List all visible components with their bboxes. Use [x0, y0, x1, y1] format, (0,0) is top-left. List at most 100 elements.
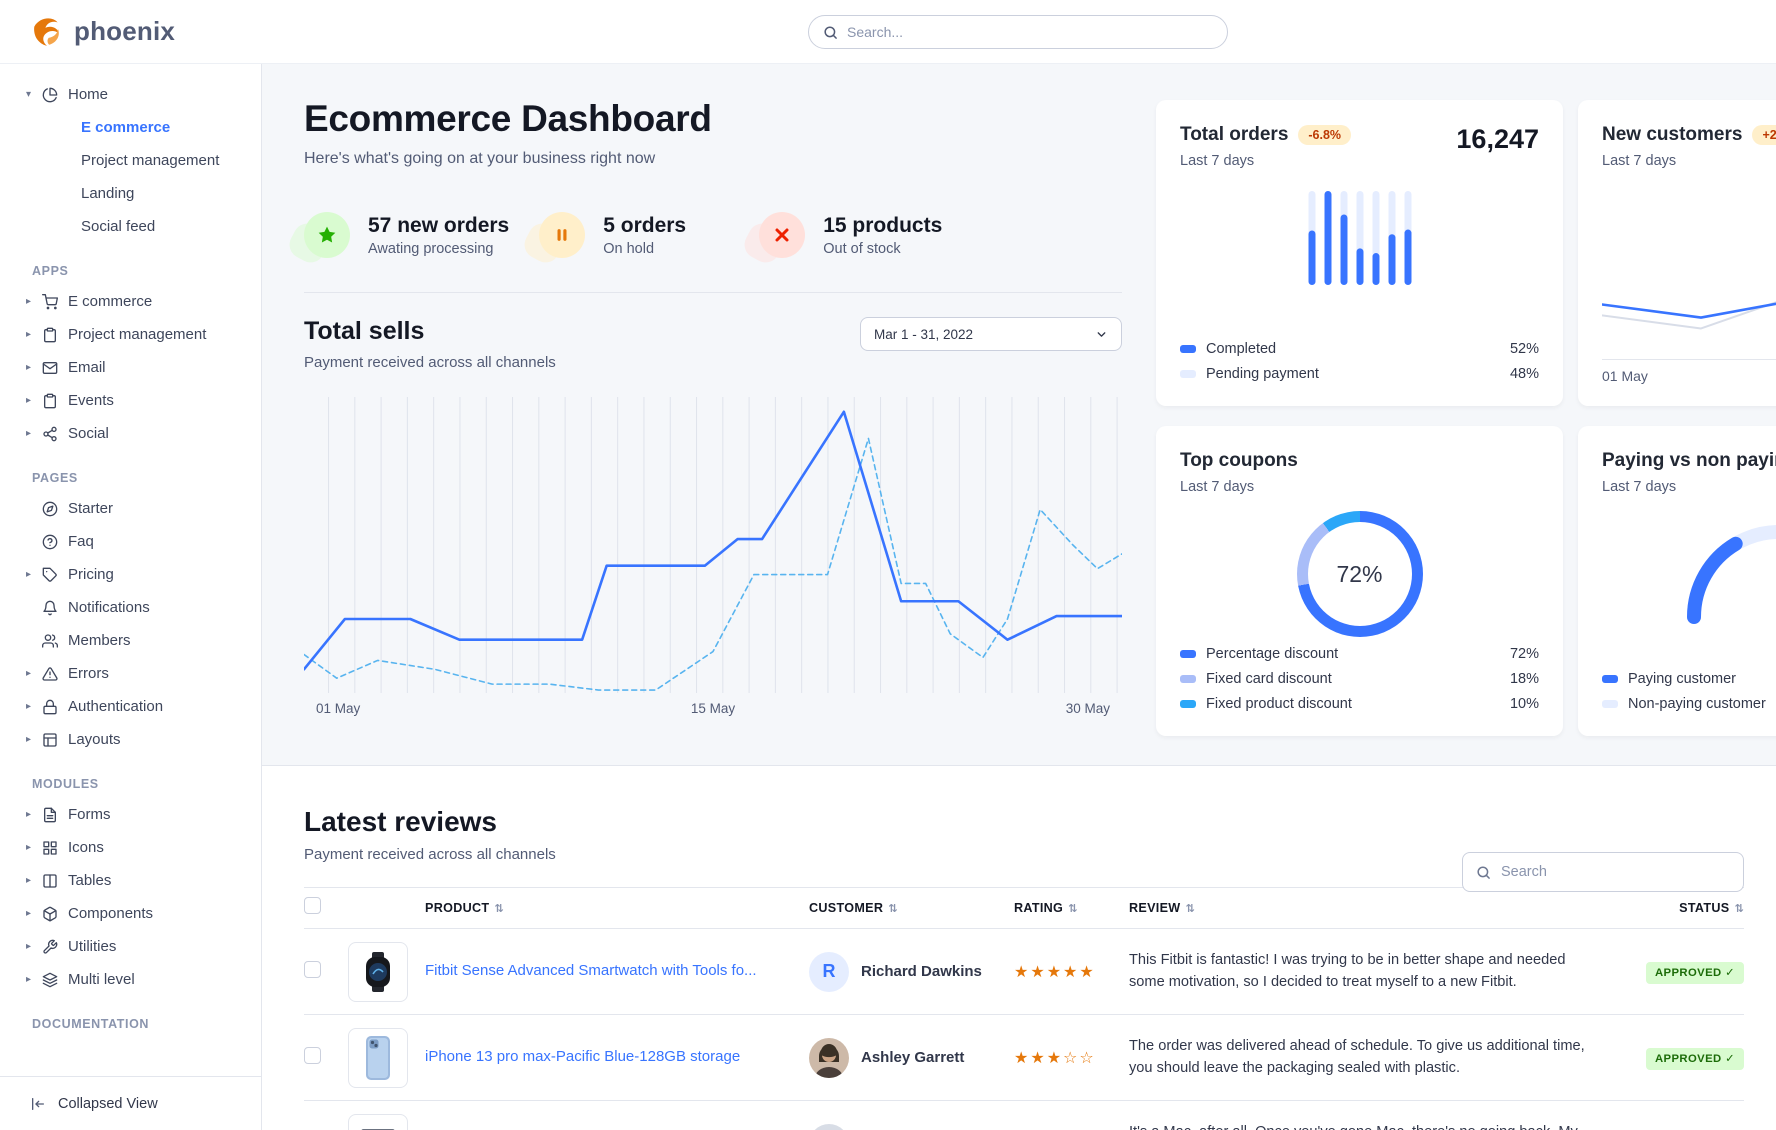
sidebar-section-heading-apps: APPS — [32, 264, 69, 278]
sidebar-item-errors[interactable]: ▸ Errors — [0, 657, 261, 690]
sidebar-item-notifications[interactable]: Notifications — [0, 591, 261, 624]
sidebar-item-label: Starter — [68, 500, 114, 517]
customer-name: Richard Dawkins — [861, 963, 982, 980]
legend-value: 72% — [1509, 645, 1539, 662]
legend-swatch — [1180, 369, 1196, 378]
sort-icon: ⇅ — [494, 902, 504, 915]
sidebar-item-social-feed[interactable]: Social feed — [0, 210, 261, 243]
column-header-customer[interactable]: CUSTOMER ⇅ — [809, 901, 1014, 915]
row-checkbox[interactable] — [304, 960, 321, 978]
caret-right-icon: ▸ — [26, 329, 32, 340]
sidebar-item-icons[interactable]: ▸ Icons — [0, 831, 261, 864]
topbar: phoenix — [0, 0, 1776, 64]
rating-stars: ★★★☆☆ — [1014, 1050, 1096, 1067]
column-header-rating[interactable]: RATING ⇅ — [1014, 901, 1129, 915]
sidebar-item-label: Pricing — [68, 566, 114, 583]
sidebar-item-layouts[interactable]: ▸ Layouts — [0, 723, 261, 756]
product-thumbnail-watch[interactable] — [348, 941, 408, 1002]
search-icon — [1477, 865, 1490, 879]
paying-card: Paying vs non paying Last 7 days Paying … — [1578, 426, 1776, 736]
sidebar-item-e-commerce[interactable]: E commerce — [0, 111, 261, 144]
legend-value: 10% — [1509, 695, 1539, 712]
stat-awating-processing: 57 new orders Awating processing — [304, 212, 509, 258]
row-checkbox[interactable] — [304, 1046, 321, 1064]
product-link[interactable]: iPhone 13 pro max-Pacific Blue-128GB sto… — [425, 1048, 741, 1066]
sort-icon: ⇅ — [888, 902, 898, 915]
new-customers-title: New customers — [1602, 124, 1743, 145]
column-header-label: STATUS — [1679, 901, 1730, 915]
star-full-icon: ★ — [1030, 963, 1047, 981]
sidebar-item-project-management[interactable]: ▸ Project management — [0, 318, 261, 351]
avatar: R — [809, 951, 849, 992]
sidebar-item-faq[interactable]: Faq — [0, 525, 261, 558]
select-all-checkbox[interactable] — [304, 897, 321, 914]
stat-sub: On hold — [603, 240, 655, 257]
sidebar-item-label: Faq — [68, 533, 94, 550]
sidebar-item-e-commerce[interactable]: ▸ E commerce — [0, 285, 261, 318]
sidebar-item-authentication[interactable]: ▸ Authentication — [0, 690, 261, 723]
sidebar-item-utilities[interactable]: ▸ Utilities — [0, 930, 261, 963]
review-text: This Fitbit is fantastic! I was trying t… — [1129, 952, 1566, 990]
legend-value: 52% — [1509, 340, 1539, 357]
latest-reviews-section: Latest reviews Payment received across a… — [262, 765, 1776, 1130]
sidebar-item-email[interactable]: ▸ Email — [0, 351, 261, 384]
avatar — [809, 1037, 849, 1078]
caret-right-icon: ▸ — [26, 875, 32, 886]
sidebar-item-starter[interactable]: Starter — [0, 492, 261, 525]
caret-right-icon: ▸ — [26, 701, 32, 712]
sidebar-item-social[interactable]: ▸ Social — [0, 417, 261, 450]
product-link[interactable]: Fitbit Sense Advanced Smartwatch with To… — [425, 962, 757, 980]
new-customers-badge: +26.5% — [1752, 125, 1776, 145]
caret-down-icon: ▾ — [26, 89, 32, 100]
lock-icon — [42, 699, 68, 715]
file-text-icon — [42, 807, 68, 823]
sidebar-item-home[interactable]: ▾ Home — [0, 78, 261, 111]
pause-icon — [539, 212, 586, 258]
total-sells-title: Total sells — [304, 317, 425, 345]
stats-row: 57 new orders Awating processing 5 orders O… — [304, 212, 1156, 258]
brand-logo[interactable]: phoenix — [30, 15, 175, 49]
legend-label: Fixed card discount — [1206, 670, 1332, 687]
x-label-mid: 15 May — [690, 701, 736, 716]
legend-swatch — [1180, 674, 1196, 683]
sidebar-item-pricing[interactable]: ▸ Pricing — [0, 558, 261, 591]
sidebar-item-events[interactable]: ▸ Events — [0, 384, 261, 417]
column-header-review[interactable]: REVIEW ⇅ — [1129, 901, 1640, 915]
sidebar-item-members[interactable]: Members — [0, 624, 261, 657]
total-sells-x-axis: 01 May 15 May 30 May — [304, 701, 1122, 721]
sidebar-item-landing[interactable]: Landing — [0, 177, 261, 210]
caret-right-icon: ▸ — [26, 809, 32, 820]
collapsed-view-toggle[interactable]: Collapsed View — [0, 1076, 261, 1130]
global-search-input[interactable] — [847, 24, 1213, 40]
column-header-product[interactable]: PRODUCT ⇅ — [425, 901, 809, 915]
rating-stars: ★★★★★ — [1014, 964, 1096, 981]
status-badge: APPROVED ✓ — [1645, 961, 1744, 984]
sidebar-item-forms[interactable]: ▸ Forms — [0, 798, 261, 831]
total-sells-chart — [304, 397, 1122, 693]
total-orders-card: Total orders -6.8% Last 7 days 16,247 Co… — [1156, 100, 1563, 406]
customer-cell: Woodrow Burton — [809, 1123, 1014, 1130]
stat-text: 15 products Out of stock — [823, 214, 942, 257]
product-thumbnail-phone[interactable] — [348, 1027, 408, 1088]
reviews-search-input[interactable] — [1501, 864, 1730, 880]
caret-right-icon: ▸ — [26, 428, 32, 439]
stat-text: 57 new orders Awating processing — [368, 214, 509, 257]
sidebar-item-multi-level[interactable]: ▸ Multi level — [0, 963, 261, 996]
sidebar-item-components[interactable]: ▸ Components — [0, 897, 261, 930]
sidebar-section-heading-documentation: DOCUMENTATION — [32, 1017, 150, 1031]
table-row: Fitbit Sense Advanced Smartwatch with To… — [304, 929, 1744, 1015]
column-header-status[interactable]: STATUS ⇅ — [1679, 901, 1744, 915]
stat-sub: Awating processing — [368, 240, 494, 257]
product-thumbnail-laptop[interactable] — [348, 1113, 408, 1130]
product-cell: iPhone 13 pro max-Pacific Blue-128GB sto… — [425, 1047, 809, 1067]
sidebar-item-label: Social feed — [81, 218, 156, 235]
sidebar-item-tables[interactable]: ▸ Tables — [0, 864, 261, 897]
date-range-select[interactable]: Mar 1 - 31, 2022 — [860, 317, 1122, 351]
sidebar-item-label: Forms — [68, 806, 111, 823]
sidebar-item-label: Home — [68, 86, 109, 103]
top-coupons-donut-chart: 72% — [1296, 511, 1423, 637]
status-cell: APPROVED ✓ — [1645, 1047, 1744, 1070]
review-text: It's a Mac, after all. Once you've gone … — [1129, 1122, 1640, 1130]
total-orders-bar-chart — [1308, 191, 1411, 285]
sidebar-item-project-management[interactable]: Project management — [0, 144, 261, 177]
